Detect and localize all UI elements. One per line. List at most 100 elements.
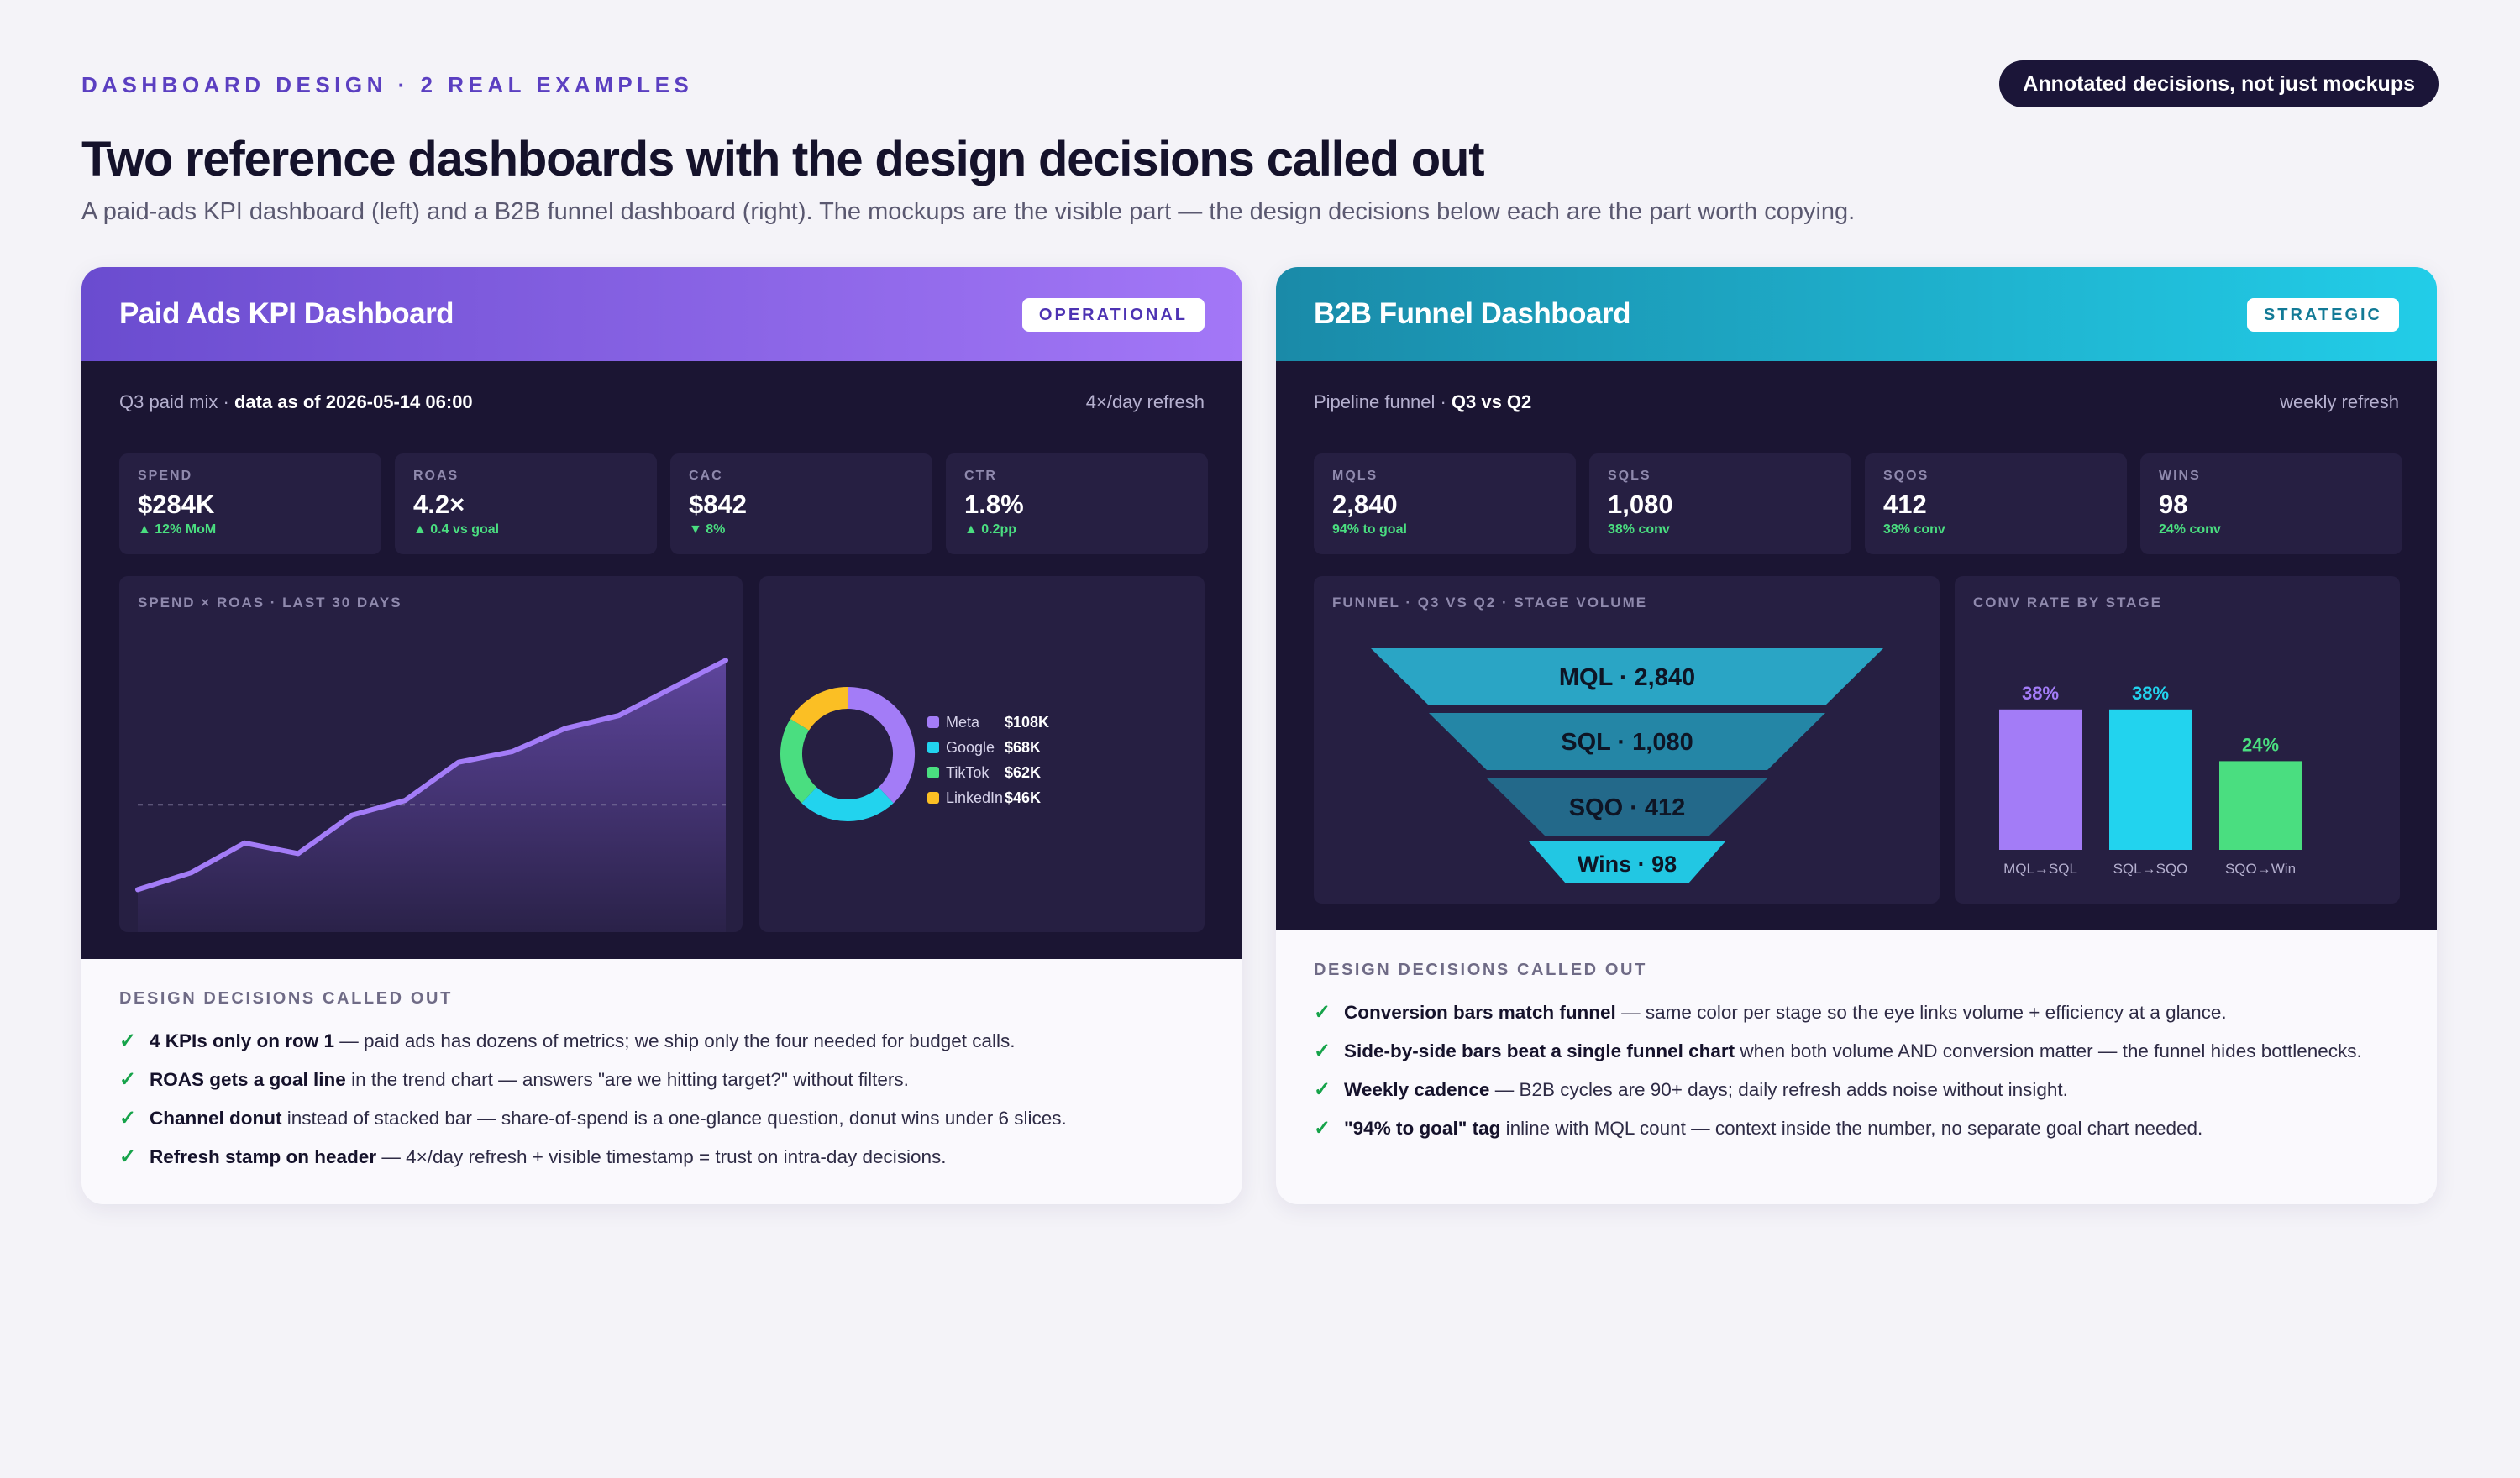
dashboard-meta: Pipeline funnel · Q3 vs Q2 [1314,391,1532,412]
kpi-card: SPEND $284K ▲ 12% MoM [119,453,381,554]
trend-line [135,658,728,893]
check-icon: ✓ [1314,1001,1331,1024]
kpi-card: SQOS 412 38% conv [1865,453,2127,554]
decision-item: ✓ ROAS gets a goal line in the trend char… [119,1066,1194,1094]
legend-item: TikTok $62K [927,763,1041,783]
decision-item: ✓ Weekly cadence — B2B cycles are 90+ day… [1314,1076,2389,1104]
legend-swatch [927,767,939,778]
decision-item: ✓ Channel donut instead of stacked bar — … [119,1104,1194,1133]
check-icon: ✓ [119,1107,137,1129]
kpi-delta: 38% conv [1883,522,1945,537]
kpi-value: $284K [138,490,215,519]
kpi-label: CAC [689,469,723,483]
kpi-label: ROAS [413,469,459,483]
kpi-delta: ▼ 8% [689,522,726,537]
kpi-card: WINS 98 24% conv [2140,453,2402,554]
kpi-value: 412 [1883,490,1927,519]
refresh-label: 4×/day refresh [1085,391,1205,412]
kpi-label: WINS [2159,469,2201,483]
check-icon: ✓ [119,1145,137,1168]
legend-swatch [927,716,939,728]
decision-item: ✓ Refresh stamp on header — 4×/day refres… [119,1143,1194,1171]
card-title: Paid Ads KPI Dashboard [119,297,454,330]
conversion-bar-chart: 38% MQL→SQL 38% SQL→SQO 24% SQO→Win [1999,683,2302,877]
conv-bar [2109,709,2192,850]
kpi-delta: 94% to goal [1332,522,1407,537]
legend-swatch [927,742,939,753]
conv-category-label: MQL→SQL [2003,861,2077,877]
kpi-value: 4.2× [413,490,465,519]
design-decisions: DESIGN DECISIONS CALLED OUT ✓ 4 KPIs only… [119,989,1194,1182]
decision-item: ✓ 4 KPIs only on row 1 — paid ads has doz… [119,1027,1194,1056]
card-header: B2B Funnel Dashboard STRATEGIC [1276,267,2437,361]
conv-category-label: SQL→SQO [2113,861,2188,877]
kpi-value: 2,840 [1332,490,1398,519]
decision-item: ✓ Side-by-side bars beat a single funnel … [1314,1037,2389,1066]
conv-bar [1999,709,2082,850]
kpi-delta: ▲ 0.2pp [964,522,1017,537]
decisions-heading: DESIGN DECISIONS CALLED OUT [1314,961,1647,979]
kpi-value: $842 [689,490,747,519]
funnel-label: FUNNEL · Q3 VS Q2 · STAGE VOLUME [1332,595,1648,611]
trend-label: SPEND × ROAS · LAST 30 DAYS [138,595,402,611]
kpi-value: 1,080 [1608,490,1673,519]
funnel-panel: FUNNEL · Q3 VS Q2 · STAGE VOLUME MQL · 2… [1314,576,1940,904]
check-icon: ✓ [1314,1040,1331,1062]
check-icon: ✓ [1314,1078,1331,1101]
dashboard-mockup: Q3 paid mix · data as of 2026-05-14 06:0… [81,361,1242,959]
kpi-delta: ▲ 0.4 vs goal [413,522,500,537]
conversion-panel: CONV RATE BY STAGE 38% MQL→SQL 38% SQL→SQO 2… [1955,576,2400,904]
conv-bar [2219,761,2302,850]
kpi-value: 1.8% [964,490,1024,519]
kpi-label: CTR [964,469,997,483]
page-title: Two reference dashboards with the design… [81,132,1485,186]
kpi-card: CTR 1.8% ▲ 0.2pp [946,453,1208,554]
check-icon: ✓ [1314,1117,1331,1140]
check-icon: ✓ [119,1030,137,1052]
trend-panel: SPEND × ROAS · LAST 30 DAYS [119,576,743,932]
donut-slice-meta [847,687,915,804]
channel-donut-panel: Meta $108K Google $68K TikTok $62K LinkedIn… [759,576,1205,932]
card-tag: OPERATIONAL [1021,298,1205,332]
conv-value-label: 24% [2242,734,2279,755]
kpi-card: CAC $842 ▼ 8% [670,453,932,554]
donut-slice-linkedin [790,687,848,731]
kpi-delta: ▲ 12% MoM [138,522,217,537]
kpi-card: SQLS 1,080 38% conv [1589,453,1851,554]
funnel-stage-wins: Wins · 98 [1529,841,1725,883]
card-tag: STRATEGIC [2246,298,2399,332]
annotation-pill: Annotated decisions, not just mockups [1999,60,2439,107]
legend-swatch [927,792,939,804]
kpi-label: SQOS [1883,469,1929,483]
conv-category-label: SQO→Win [2225,861,2296,877]
page-subtitle: A paid-ads KPI dashboard (left) and a B2… [81,198,1856,225]
check-icon: ✓ [119,1068,137,1091]
donut-slice-google [801,787,894,821]
trend-chart [135,658,728,932]
decision-item: ✓ "94% to goal" tag inline with MQL count… [1314,1114,2389,1143]
refresh-label: weekly refresh [2280,391,2399,412]
kpi-delta: 24% conv [2159,522,2221,537]
paid-ads-card: Paid Ads KPI Dashboard OPERATIONAL Q3 pa… [81,267,1242,1204]
conv-value-label: 38% [2132,683,2169,704]
decisions-heading: DESIGN DECISIONS CALLED OUT [119,989,453,1008]
funnel-stage-sqo: SQO · 412 [1487,778,1767,836]
channel-donut [780,687,915,821]
kpi-card: MQLS 2,840 94% to goal [1314,453,1576,554]
kpi-card: ROAS 4.2× ▲ 0.4 vs goal [395,453,657,554]
trend-area [138,660,726,932]
kpi-label: SQLS [1608,469,1651,483]
b2b-funnel-card: B2B Funnel Dashboard STRATEGIC Pipeline … [1276,267,2437,1204]
design-decisions: DESIGN DECISIONS CALLED OUT ✓ Conversion … [1314,961,2389,1153]
dashboard-mockup: Pipeline funnel · Q3 vs Q2 weekly refres… [1276,361,2437,930]
funnel-stage-mql: MQL · 2,840 [1371,648,1883,705]
kpi-delta: 38% conv [1608,522,1670,537]
dashboard-meta: Q3 paid mix · data as of 2026-05-14 06:0… [119,391,473,412]
kpi-label: MQLS [1332,469,1378,483]
decision-item: ✓ Conversion bars match funnel — same col… [1314,998,2389,1027]
kpi-value: 98 [2159,490,2188,519]
card-title: B2B Funnel Dashboard [1314,297,1630,330]
legend-item: LinkedIn $46K [927,788,1041,808]
legend-item: Meta $108K [927,712,1049,732]
funnel-stage-sql: SQL · 1,080 [1429,713,1825,770]
